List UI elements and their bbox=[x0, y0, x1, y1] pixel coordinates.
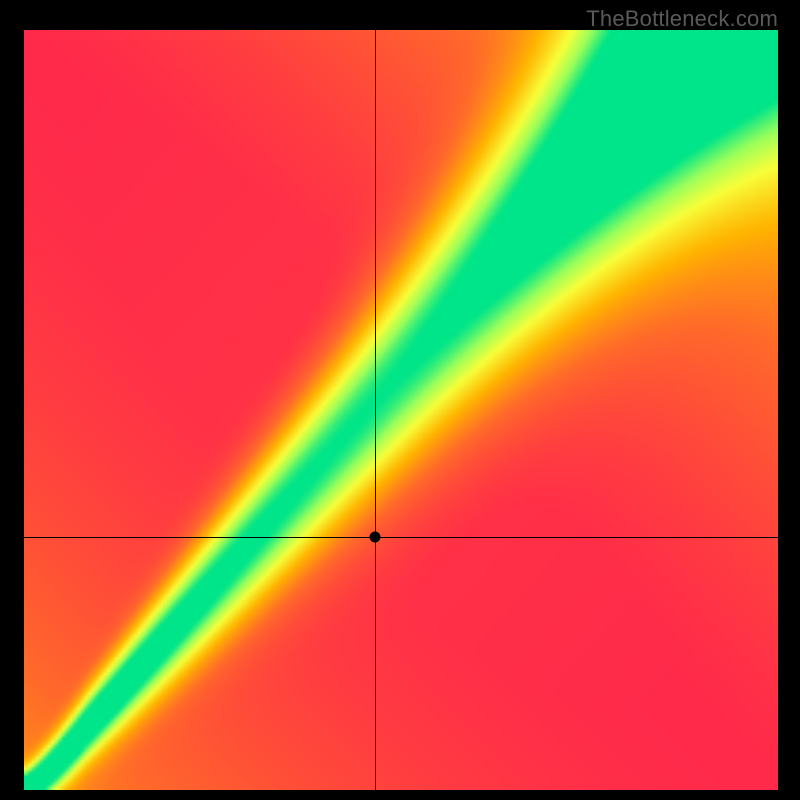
plot-frame bbox=[24, 30, 778, 790]
bottleneck-heatmap bbox=[24, 30, 778, 790]
crosshair-vertical bbox=[375, 30, 376, 790]
selection-marker bbox=[369, 531, 380, 542]
watermark-text: TheBottleneck.com bbox=[586, 6, 778, 32]
crosshair-horizontal bbox=[24, 537, 778, 538]
